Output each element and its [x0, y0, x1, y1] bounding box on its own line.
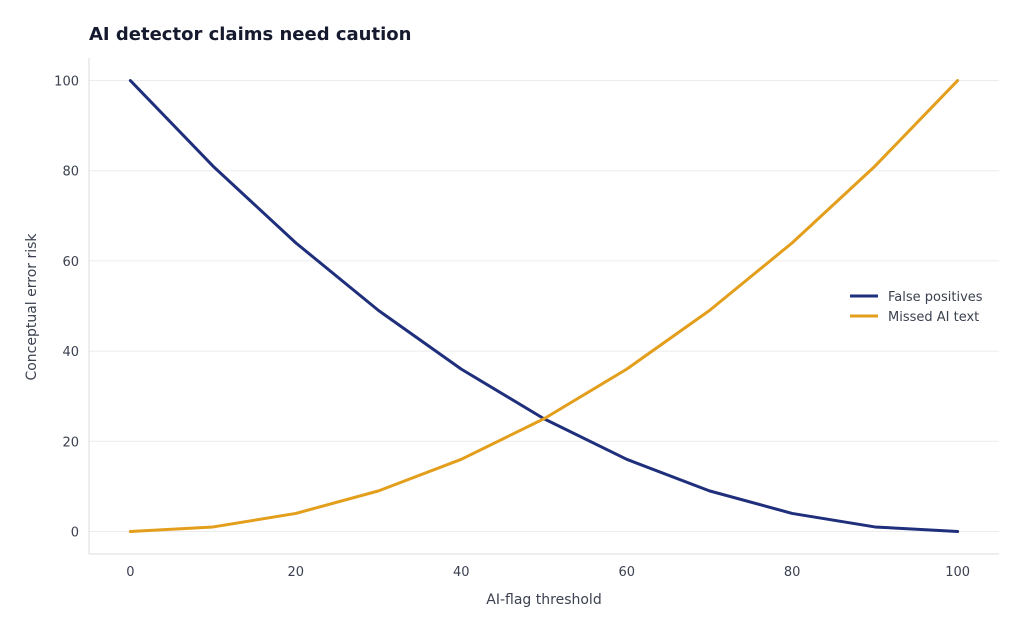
y-tick-label: 60: [62, 255, 79, 270]
series-lines: [128, 79, 960, 533]
axes: [88, 58, 999, 555]
y-axis-ticks: 0 20 40 60 80 100: [54, 75, 79, 541]
x-tick-label: 60: [618, 565, 635, 580]
y-tick-label: 0: [71, 525, 79, 540]
chart-title: AI detector claims need caution: [89, 24, 411, 45]
y-tick-label: 80: [62, 165, 79, 180]
x-tick-label: 80: [784, 565, 801, 580]
x-axis-ticks: 0 20 40 60 80 100: [126, 565, 970, 580]
grid-lines: [89, 80, 999, 532]
legend-label: False positives: [888, 290, 983, 305]
y-tick-label: 100: [54, 75, 79, 90]
x-tick-label: 100: [945, 565, 970, 580]
series-line-2: [128, 79, 960, 533]
x-tick-label: 40: [453, 565, 470, 580]
y-axis-label: Conceptual error risk: [24, 233, 40, 381]
y-tick-label: 20: [62, 435, 79, 450]
x-tick-label: 20: [288, 565, 305, 580]
series-line-1: [128, 79, 960, 533]
y-tick-label: 40: [62, 345, 79, 360]
legend-label: Missed AI text: [888, 310, 979, 325]
x-axis-label: AI-flag threshold: [486, 592, 601, 608]
legend: False positives Missed AI text: [850, 290, 983, 325]
x-tick-label: 0: [126, 565, 134, 580]
